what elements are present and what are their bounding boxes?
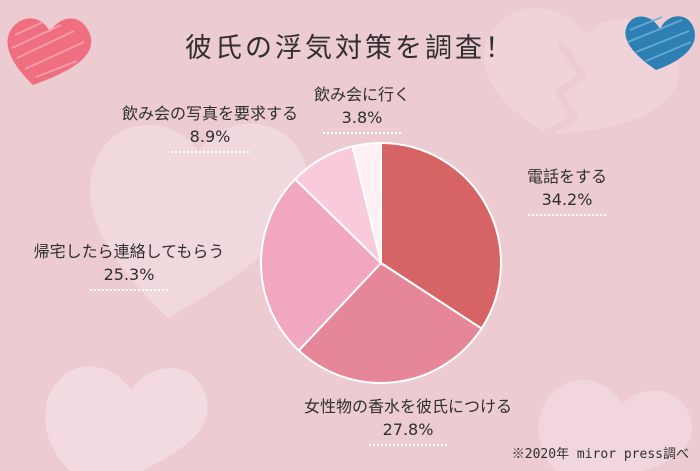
slice-label-party-name: 飲み会に行く <box>313 85 410 104</box>
slice-label-phone: 電話をする 34.2% <box>517 166 617 217</box>
large-background-heart <box>90 123 309 318</box>
slice-label-party: 飲み会に行く 3.8% <box>306 84 418 135</box>
slice-label-perfume-value: 27.8% <box>369 419 447 447</box>
slice-label-contact: 帰宅したら連絡してもらう 25.3% <box>8 241 250 292</box>
slice-label-phone-name: 電話をする <box>526 167 607 186</box>
right-blue-heart-icon <box>625 16 695 70</box>
source-note: ※2020年 miror press調べ <box>511 447 689 462</box>
slice-label-photo-value: 8.9% <box>171 126 249 154</box>
slice-label-perfume-name: 女性物の香水を彼氏につける <box>303 397 512 416</box>
broken-heart-crack <box>543 39 587 138</box>
pie-slice-perfume <box>297 261 483 384</box>
lower-left-background-heart <box>45 366 208 471</box>
slice-label-perfume: 女性物の香水を彼氏につける 27.8% <box>292 396 524 447</box>
pie-slice-party <box>351 141 382 264</box>
slice-label-party-value: 3.8% <box>323 107 401 135</box>
slice-label-photo-name: 飲み会の写真を要求する <box>121 104 298 123</box>
lower-right-background-heart <box>538 380 693 471</box>
slice-label-photo: 飲み会の写真を要求する 8.9% <box>106 103 314 154</box>
slice-label-phone-value: 34.2% <box>528 189 606 217</box>
chart-title: 彼氏の浮気対策を調査！ <box>185 33 515 64</box>
left-pink-heart-icon <box>7 18 92 86</box>
slice-label-contact-value: 25.3% <box>90 264 168 292</box>
slice-label-contact-name: 帰宅したら連絡してもらう <box>33 242 225 261</box>
pie-slice-contact <box>260 177 383 352</box>
